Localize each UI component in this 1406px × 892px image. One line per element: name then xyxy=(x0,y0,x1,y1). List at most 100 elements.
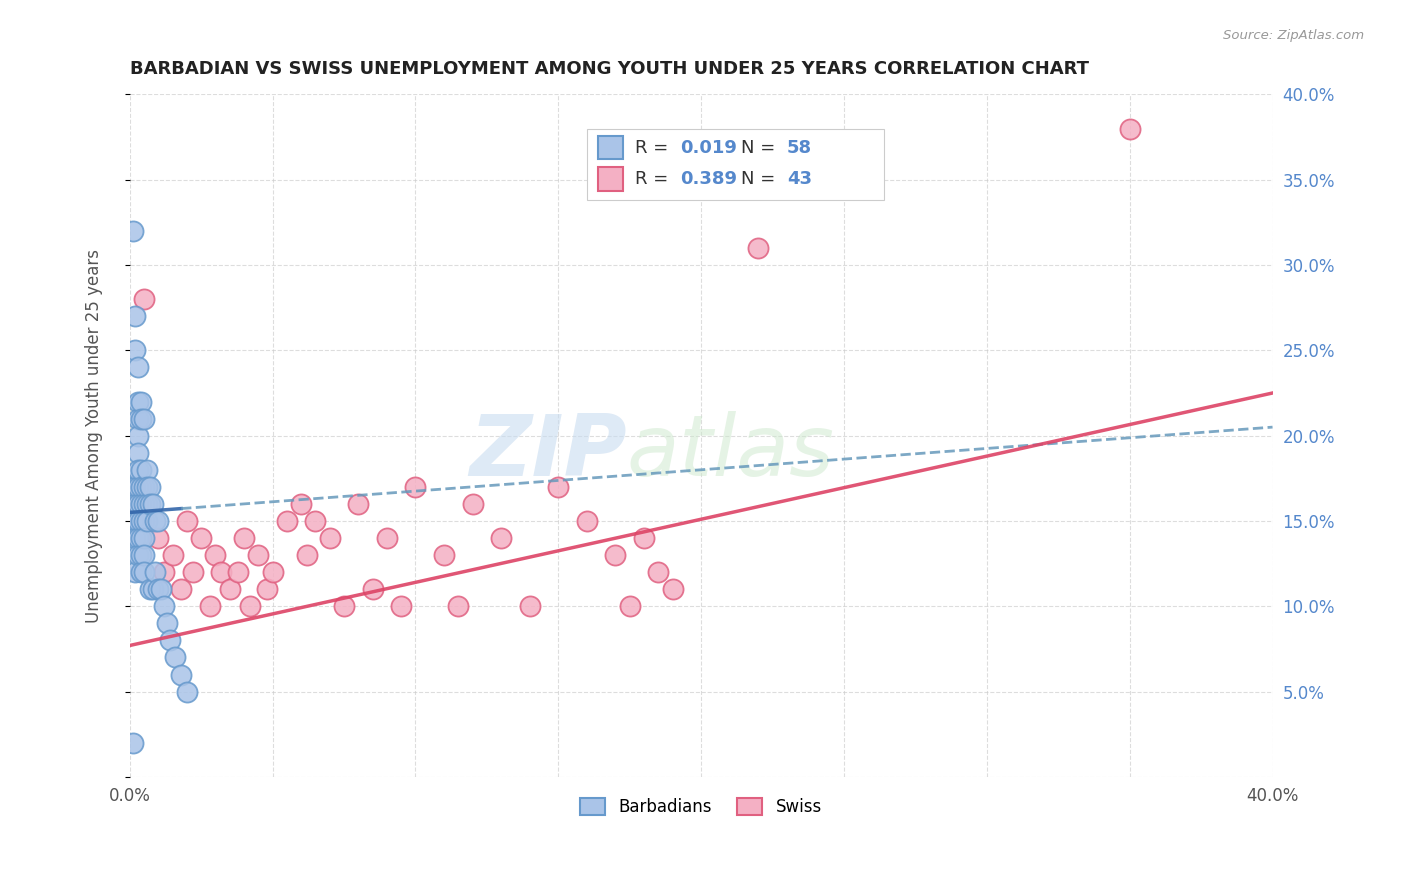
Point xyxy=(127,411,149,425)
Point xyxy=(647,565,669,579)
Point xyxy=(138,497,160,511)
Point xyxy=(361,582,384,597)
Point xyxy=(129,411,152,425)
Point xyxy=(121,514,143,528)
Point xyxy=(132,565,155,579)
Point xyxy=(162,548,184,562)
Point xyxy=(124,531,146,545)
Text: N =: N = xyxy=(741,138,782,157)
Point xyxy=(204,548,226,562)
Point xyxy=(121,480,143,494)
Point xyxy=(141,497,163,511)
Point xyxy=(170,582,193,597)
Point xyxy=(121,224,143,238)
Point xyxy=(127,360,149,375)
Point xyxy=(127,497,149,511)
Point xyxy=(1118,121,1140,136)
Point xyxy=(290,497,312,511)
Point xyxy=(519,599,541,614)
Point xyxy=(150,582,173,597)
Point xyxy=(226,565,249,579)
Text: R =: R = xyxy=(636,138,673,157)
Point xyxy=(132,548,155,562)
Point xyxy=(132,480,155,494)
Point xyxy=(124,514,146,528)
Point xyxy=(433,548,456,562)
Point xyxy=(135,497,157,511)
Point xyxy=(127,394,149,409)
Point xyxy=(129,548,152,562)
Point xyxy=(127,548,149,562)
Point xyxy=(148,514,170,528)
Text: Source: ZipAtlas.com: Source: ZipAtlas.com xyxy=(1223,29,1364,43)
Point xyxy=(256,582,278,597)
Point xyxy=(209,565,232,579)
Point xyxy=(304,514,326,528)
Y-axis label: Unemployment Among Youth under 25 years: Unemployment Among Youth under 25 years xyxy=(86,249,103,623)
Text: R =: R = xyxy=(636,170,673,188)
Point xyxy=(141,582,163,597)
Point xyxy=(233,531,256,545)
Point xyxy=(138,480,160,494)
Point xyxy=(262,565,284,579)
Point xyxy=(129,480,152,494)
Point xyxy=(148,531,170,545)
Point xyxy=(333,599,356,614)
Point xyxy=(447,599,470,614)
Point xyxy=(135,463,157,477)
Point xyxy=(461,497,484,511)
Point xyxy=(124,480,146,494)
Text: N =: N = xyxy=(741,170,782,188)
Point xyxy=(605,548,627,562)
Point xyxy=(127,514,149,528)
Point xyxy=(127,480,149,494)
Point xyxy=(121,736,143,750)
Point xyxy=(138,582,160,597)
Point xyxy=(148,582,170,597)
Text: 0.389: 0.389 xyxy=(681,170,738,188)
Point xyxy=(124,497,146,511)
Point xyxy=(489,531,512,545)
Bar xyxy=(599,136,623,160)
Point xyxy=(633,531,655,545)
Point xyxy=(218,582,240,597)
Text: 0.019: 0.019 xyxy=(681,138,737,157)
Point xyxy=(747,241,769,255)
Text: atlas: atlas xyxy=(627,411,835,494)
Point xyxy=(135,480,157,494)
Text: BARBADIAN VS SWISS UNEMPLOYMENT AMONG YOUTH UNDER 25 YEARS CORRELATION CHART: BARBADIAN VS SWISS UNEMPLOYMENT AMONG YO… xyxy=(129,60,1088,78)
Point xyxy=(124,310,146,324)
Point xyxy=(170,667,193,681)
Point xyxy=(347,497,370,511)
Point xyxy=(159,633,181,648)
Point xyxy=(132,411,155,425)
Point xyxy=(165,650,187,665)
Point xyxy=(661,582,683,597)
Text: ZIP: ZIP xyxy=(470,411,627,494)
Point xyxy=(127,463,149,477)
Text: 43: 43 xyxy=(787,170,811,188)
Text: 58: 58 xyxy=(787,138,811,157)
Point xyxy=(575,514,598,528)
Point xyxy=(127,446,149,460)
Point xyxy=(153,599,176,614)
Point xyxy=(318,531,340,545)
Point xyxy=(404,480,426,494)
Point xyxy=(132,531,155,545)
Point xyxy=(375,531,398,545)
Point xyxy=(145,565,167,579)
Point xyxy=(247,548,270,562)
Point xyxy=(129,514,152,528)
Point xyxy=(124,343,146,358)
Point xyxy=(276,514,298,528)
Point xyxy=(190,531,212,545)
Point xyxy=(129,394,152,409)
Point xyxy=(129,497,152,511)
FancyBboxPatch shape xyxy=(586,128,884,200)
Point xyxy=(547,480,569,494)
Point xyxy=(176,514,198,528)
Bar xyxy=(599,168,623,191)
Point xyxy=(153,565,176,579)
Point xyxy=(129,531,152,545)
Point xyxy=(127,428,149,442)
